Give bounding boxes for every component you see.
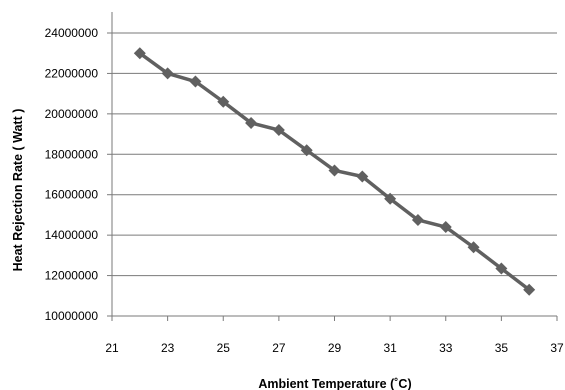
y-axis-label: Heat Rejection Rate ( Watt ) — [11, 109, 25, 272]
x-tick-label: 25 — [217, 341, 231, 355]
y-tick-label: 18000000 — [45, 147, 99, 161]
y-tick-label: 16000000 — [45, 188, 99, 202]
x-tick-label: 33 — [439, 341, 453, 355]
data-point-marker — [439, 221, 452, 234]
data-point-marker — [300, 144, 313, 157]
x-axis-label: Ambient Temperature (˚C) — [258, 377, 411, 390]
y-tick-label: 12000000 — [45, 269, 99, 283]
x-tick-label: 35 — [495, 341, 509, 355]
x-tick-label: 21 — [105, 341, 119, 355]
x-tick-label: 31 — [383, 341, 397, 355]
x-tick-label: 27 — [272, 341, 286, 355]
data-point-marker — [161, 67, 174, 80]
data-point-marker — [272, 124, 285, 137]
y-tick-labels: 10000000 12000000 14000000 16000000 18000000… — [45, 26, 99, 323]
x-tick-labels: 21 23 25 27 29 31 33 35 37 — [105, 341, 564, 355]
data-point-marker — [133, 47, 146, 60]
x-tick-label: 23 — [161, 341, 175, 355]
data-point-marker — [495, 262, 508, 275]
axes — [107, 12, 558, 321]
y-tick-label: 20000000 — [45, 107, 99, 121]
data-series — [133, 47, 536, 296]
data-point-marker — [523, 283, 536, 296]
grid-lines — [112, 32, 557, 277]
y-tick-label: 24000000 — [45, 26, 99, 40]
y-tick-label: 14000000 — [45, 228, 99, 242]
x-tick-label: 29 — [328, 341, 342, 355]
data-point-marker — [245, 116, 258, 129]
y-tick-label: 10000000 — [45, 309, 99, 323]
data-point-marker — [411, 213, 424, 226]
y-tick-label: 22000000 — [45, 66, 99, 80]
x-tick-label: 37 — [550, 341, 564, 355]
data-point-marker — [189, 75, 202, 88]
data-point-marker — [384, 192, 397, 205]
data-point-marker — [467, 241, 480, 254]
data-point-marker — [356, 170, 369, 183]
data-point-marker — [217, 95, 230, 108]
data-point-marker — [328, 164, 341, 177]
